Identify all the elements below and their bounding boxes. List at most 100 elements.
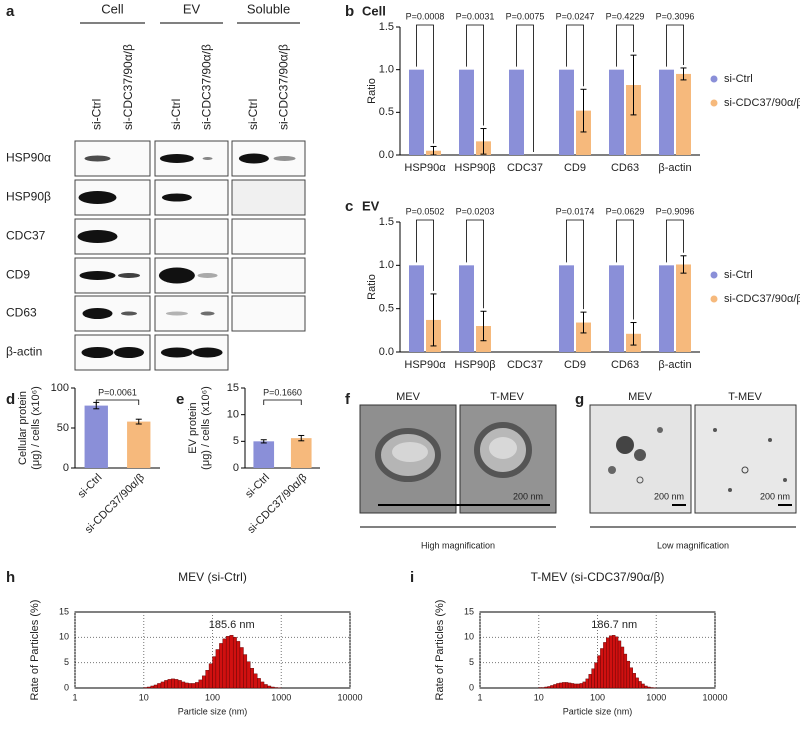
chart-title: EV	[362, 198, 380, 213]
histogram-bar	[232, 637, 237, 689]
protein-label: β-actin	[6, 345, 42, 359]
p-value: P=0.0031	[456, 11, 495, 21]
y-tick-label: 0	[233, 462, 239, 474]
group-label: EV	[183, 1, 201, 16]
histogram-bar	[544, 686, 548, 689]
histogram-bar	[164, 680, 169, 689]
vesicle-core	[392, 442, 428, 462]
x-tick-label: 1000	[271, 692, 291, 702]
y-tick-label: 5	[233, 435, 239, 447]
panel-letter: g	[575, 391, 584, 408]
x-tick-label: 10000	[702, 692, 727, 702]
x-axis-label: Particle size (nm)	[178, 706, 248, 716]
legend-label: si-Ctrl	[724, 73, 753, 85]
histogram-bar	[626, 660, 631, 689]
p-value: P=0.0174	[556, 206, 595, 216]
bar	[609, 69, 624, 155]
histogram-bar	[538, 687, 542, 689]
histogram-bar	[212, 656, 217, 689]
p-value: P=0.3096	[656, 11, 695, 21]
scale-label: 200 nm	[760, 491, 790, 501]
y-tick-label: 15	[227, 382, 239, 394]
y-tick-label: 5	[64, 657, 69, 667]
significance-bracket	[616, 24, 634, 67]
x-tick-label: 1	[477, 692, 482, 702]
histogram-bar	[195, 682, 199, 689]
bar	[676, 264, 691, 352]
image-label: MEV	[628, 391, 653, 403]
x-axis-label: Particle size (nm)	[563, 706, 633, 716]
p-value: P=0.0075	[506, 11, 545, 21]
blot-band	[273, 156, 296, 161]
bar	[409, 265, 424, 352]
panel-letter: h	[6, 569, 15, 586]
blot-band	[161, 193, 192, 202]
histogram-bar	[603, 642, 607, 689]
histogram-bar	[205, 670, 210, 689]
histogram-bar	[225, 636, 230, 689]
legend-marker	[710, 75, 718, 83]
y-tick-label: 0	[469, 682, 474, 692]
legend-label: si-CDC37/90α/β	[724, 97, 800, 109]
x-tick-label: HSP90α	[404, 162, 446, 174]
vesicle-core	[489, 437, 517, 459]
histogram-bar	[553, 684, 557, 689]
bar	[459, 69, 474, 155]
group-label: Soluble	[247, 1, 290, 16]
significance-bracket	[466, 219, 484, 309]
histogram-bar	[588, 674, 592, 689]
histogram-bar	[243, 654, 248, 689]
lane-label: si-CDC37/90α/β	[277, 44, 291, 130]
blot-band	[82, 308, 113, 319]
histogram-bar	[263, 684, 268, 689]
significance-bracket	[566, 24, 584, 87]
x-tick-label: 10	[534, 692, 544, 702]
image-label: T-MEV	[728, 391, 762, 403]
y-axis-label: (μg) / cells (x10⁶)	[30, 386, 42, 470]
y-tick-label: 0.5	[379, 303, 394, 315]
histogram-bar	[181, 681, 186, 689]
image-label: T-MEV	[490, 391, 524, 403]
y-tick-label: 50	[57, 422, 69, 434]
y-tick-label: 1.0	[379, 259, 394, 271]
y-axis-label: EV protein	[187, 402, 199, 453]
histogram-bar	[591, 668, 595, 689]
p-value: P=0.0629	[606, 206, 645, 216]
blot-band	[78, 191, 117, 204]
x-tick-label: 10	[139, 692, 149, 702]
histogram-bar	[150, 685, 155, 689]
blot-band	[160, 347, 193, 358]
histogram-bar	[246, 661, 251, 689]
bar	[609, 265, 624, 352]
lane-label: si-Ctrl	[90, 99, 104, 130]
lane-label: si-CDC37/90α/β	[200, 44, 214, 130]
p-value: P=0.0061	[98, 387, 137, 397]
x-tick-label: si-Ctrl	[243, 472, 272, 501]
particle	[616, 436, 634, 454]
panel-letter: b	[345, 3, 354, 20]
histogram-bar	[556, 683, 560, 689]
chart-title: T-MEV (si-CDC37/90α/β)	[531, 570, 665, 584]
histogram-bar	[632, 673, 636, 689]
histogram-bar	[174, 679, 179, 689]
histogram-bar	[270, 686, 275, 689]
blot-band	[238, 153, 269, 164]
blot-band	[197, 273, 218, 278]
y-axis-label: Ratio	[366, 78, 378, 104]
y-tick-label: 15	[59, 606, 69, 616]
blot-band	[118, 273, 140, 278]
histogram-bar	[606, 637, 610, 689]
blot-band	[158, 267, 195, 284]
blot-frame	[231, 295, 306, 332]
y-tick-label: 15	[464, 606, 474, 616]
histogram-bar	[597, 655, 601, 689]
histogram-bar	[550, 685, 554, 689]
blot-band	[114, 347, 144, 358]
significance-bracket	[416, 24, 434, 144]
histogram-bar	[570, 683, 575, 689]
histogram-bar	[198, 679, 203, 689]
bar	[290, 438, 312, 468]
particle	[636, 476, 644, 484]
y-tick-label: 0	[64, 682, 69, 692]
